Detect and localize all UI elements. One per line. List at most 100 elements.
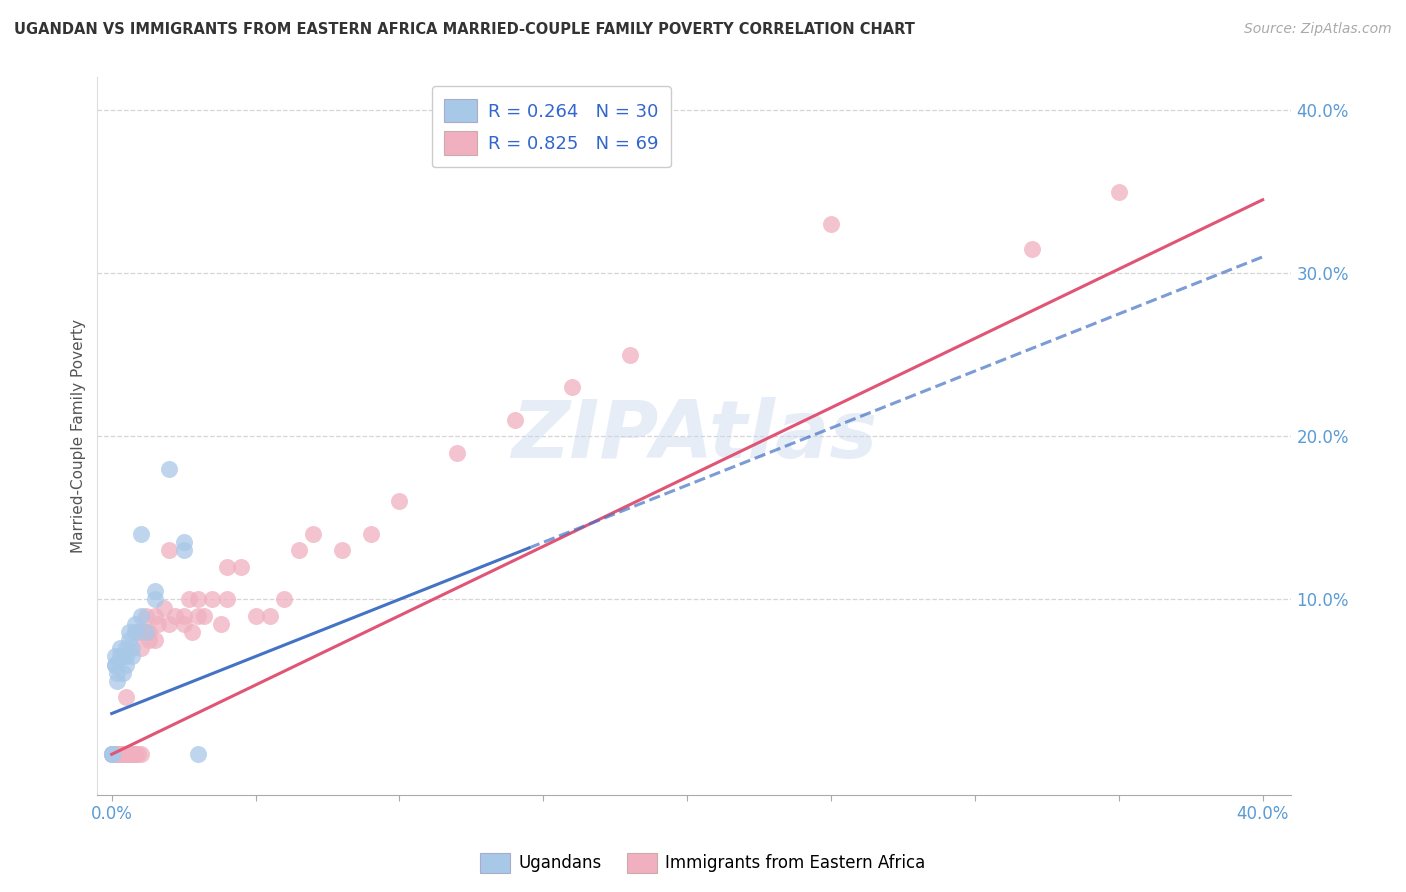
Point [231,559,253,574]
Point [124,747,146,762]
Point [118,624,141,639]
Point [124,624,146,639]
Point [446,445,468,459]
Point [104,747,127,762]
Point [820,217,842,231]
Text: ZIPAtlas: ZIPAtlas [512,397,877,475]
Point [110,747,132,762]
Point [187,592,209,607]
Point [152,600,174,615]
Point [173,616,195,631]
Point [121,747,143,762]
Point [259,608,281,623]
Point [173,535,195,549]
Point [173,543,195,558]
Point [181,624,204,639]
Point [302,527,325,541]
Point [107,747,129,762]
Point [129,527,152,541]
Point [215,559,238,574]
Point [107,665,129,680]
Point [273,592,295,607]
Y-axis label: Married-Couple Family Poverty: Married-Couple Family Poverty [72,319,86,553]
Point [245,608,267,623]
Point [100,747,122,762]
Point [330,543,353,558]
Point [121,747,143,762]
Point [135,624,157,639]
Point [107,673,129,688]
Point [157,616,180,631]
Point [143,592,166,607]
Point [100,747,122,762]
Point [115,657,138,672]
Point [157,543,180,558]
Point [112,747,135,762]
Point [100,747,122,762]
Legend: R = 0.264   N = 30, R = 0.825   N = 69: R = 0.264 N = 30, R = 0.825 N = 69 [432,87,671,167]
Point [1021,242,1043,256]
Point [129,641,152,656]
Point [110,641,132,656]
Point [100,747,122,762]
Point [209,616,232,631]
Point [110,747,132,762]
Point [121,649,143,664]
Point [118,747,141,762]
Text: UGANDAN VS IMMIGRANTS FROM EASTERN AFRICA MARRIED-COUPLE FAMILY POVERTY CORRELAT: UGANDAN VS IMMIGRANTS FROM EASTERN AFRIC… [14,22,915,37]
Point [110,747,132,762]
Point [138,624,160,639]
Point [118,633,141,648]
Legend: Ugandans, Immigrants from Eastern Africa: Ugandans, Immigrants from Eastern Africa [474,847,932,880]
Point [121,747,143,762]
Point [163,608,186,623]
Point [138,633,160,648]
Point [115,747,138,762]
Point [135,624,157,639]
Point [100,747,122,762]
Point [104,657,127,672]
Point [561,380,583,394]
Point [110,649,132,664]
Point [124,747,146,762]
Point [143,608,166,623]
Point [124,624,146,639]
Point [115,649,138,664]
Point [146,616,169,631]
Point [104,649,127,664]
Point [388,494,411,508]
Point [115,747,138,762]
Point [193,608,215,623]
Point [201,592,224,607]
Point [503,413,526,427]
Point [104,747,127,762]
Point [104,747,127,762]
Point [115,641,138,656]
Point [619,348,641,362]
Point [112,747,135,762]
Point [124,616,146,631]
Point [107,747,129,762]
Point [129,747,152,762]
Point [127,624,149,639]
Point [129,624,152,639]
Point [127,747,149,762]
Point [129,608,152,623]
Point [118,747,141,762]
Point [107,747,129,762]
Point [179,592,201,607]
Point [100,747,122,762]
Text: Source: ZipAtlas.com: Source: ZipAtlas.com [1244,22,1392,37]
Point [187,747,209,762]
Point [360,527,382,541]
Point [173,608,195,623]
Point [104,657,127,672]
Point [187,608,209,623]
Point [215,592,238,607]
Point [143,633,166,648]
Point [115,690,138,705]
Point [1108,185,1130,199]
Point [112,649,135,664]
Point [287,543,309,558]
Point [135,608,157,623]
